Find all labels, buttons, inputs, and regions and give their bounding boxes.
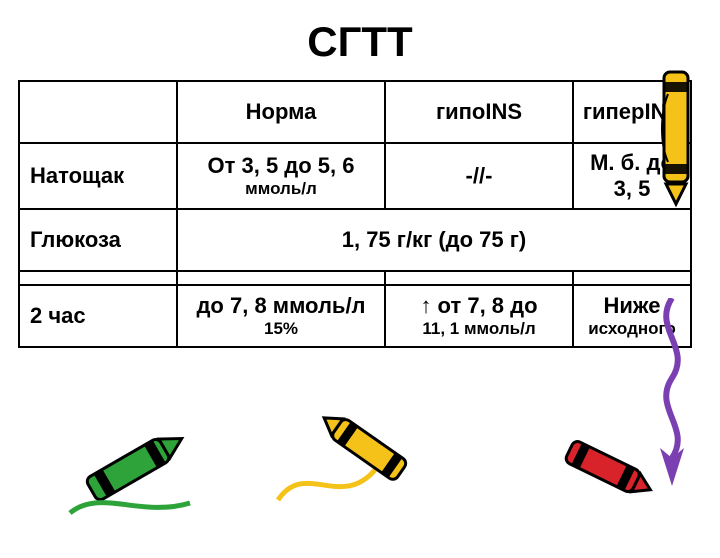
sgtt-table: Норма гипоINS гиперINS Натощак От 3, 5 д… — [18, 80, 692, 348]
cell-glucose-label: Глюкоза — [19, 209, 177, 271]
hour2-hypoins-main: ↑ от 7, 8 до — [420, 293, 537, 318]
row-2hour: 2 час до 7, 8 ммоль/л 15% ↑ от 7, 8 до 1… — [19, 285, 691, 347]
cell-2hour-norma: до 7, 8 ммоль/л 15% — [177, 285, 385, 347]
cell-fasting-label: Натощак — [19, 143, 177, 209]
row-glucose: Глюкоза 1, 75 г/кг (до 75 г) — [19, 209, 691, 271]
crayon-icon — [60, 418, 200, 528]
hour2-hypoins-sub: 11, 1 ммоль/л — [394, 319, 564, 339]
table-header-row: Норма гипоINS гиперINS — [19, 81, 691, 143]
hour2-norma-sub: 15% — [186, 319, 376, 339]
fasting-norma-sub: ммоль/л — [186, 179, 376, 199]
row-fasting: Натощак От 3, 5 до 5, 6 ммоль/л -//- М. … — [19, 143, 691, 209]
cell-fasting-norma: От 3, 5 до 5, 6 ммоль/л — [177, 143, 385, 209]
cell-2hour-label: 2 час — [19, 285, 177, 347]
hour2-norma-main: до 7, 8 ммоль/л — [196, 293, 365, 318]
crayon-icon — [646, 54, 706, 214]
cell-2hour-hypoins: ↑ от 7, 8 до 11, 1 ммоль/л — [385, 285, 573, 347]
header-norma: Норма — [177, 81, 385, 143]
crayon-icon — [543, 409, 667, 533]
crayon-icon — [270, 400, 420, 520]
cell-fasting-hypoins: -//- — [385, 143, 573, 209]
fasting-norma-main: От 3, 5 до 5, 6 — [207, 153, 354, 178]
cell-glucose-merged: 1, 75 г/кг (до 75 г) — [177, 209, 691, 271]
header-hypoins: гипоINS — [385, 81, 573, 143]
row-spacer — [19, 271, 691, 285]
header-blank — [19, 81, 177, 143]
page-title: СГТТ — [0, 18, 720, 66]
table-container: Норма гипоINS гиперINS Натощак От 3, 5 д… — [18, 80, 692, 348]
